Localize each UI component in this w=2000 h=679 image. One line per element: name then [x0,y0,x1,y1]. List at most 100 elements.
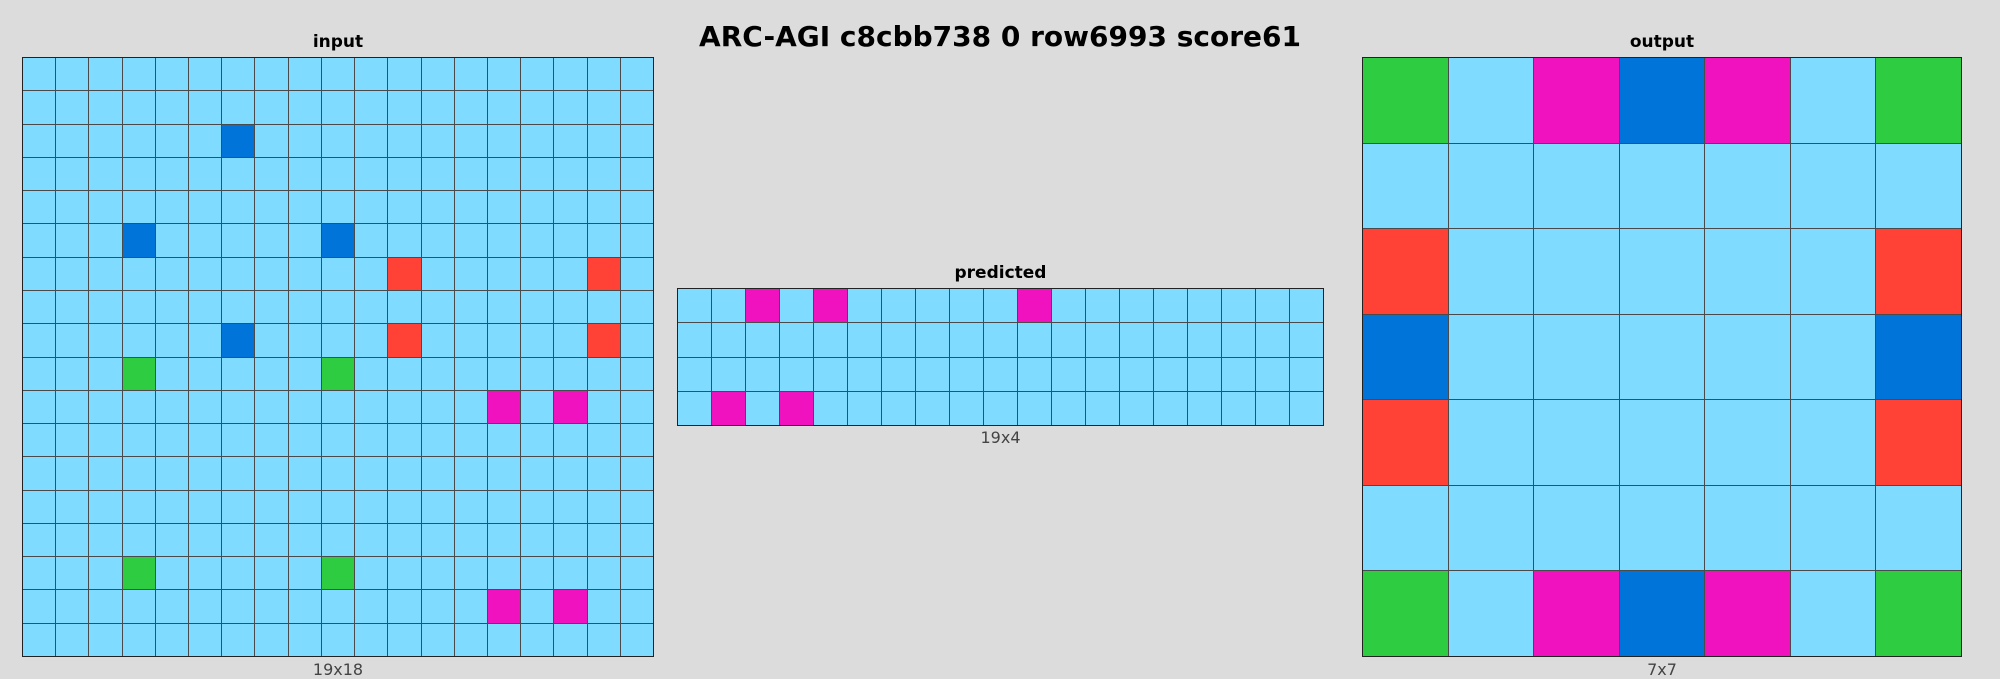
input-cell [89,557,122,590]
input-cell [620,224,653,257]
input-cell [222,424,255,457]
input-cell [56,91,89,124]
predicted-cell [814,323,847,357]
input-cell [554,523,587,557]
predicted-cell [984,289,1017,323]
input-cell [421,257,454,290]
output-cell [1876,485,1961,571]
output-cell [1448,400,1534,485]
input-cell [355,390,388,424]
input-cell [321,91,355,124]
input-cell [189,457,222,490]
input-cell [155,324,189,357]
predicted-cell [950,357,983,391]
input-cell [421,557,454,590]
input-cell [89,424,122,457]
input-cell [122,557,155,590]
output-cell [1534,58,1619,143]
predicted-cell [1086,289,1119,323]
output-cell [1534,229,1619,314]
input-cell [321,124,355,157]
input-cell [122,58,155,91]
input-cell [554,257,587,290]
input-cell [155,357,189,390]
predicted-cell [678,323,711,357]
output-cell [1619,571,1705,656]
predicted-cell [916,391,949,425]
input-cell [89,390,122,424]
input-cell [554,91,587,124]
input-cell [89,324,122,357]
predicted-cell [712,289,745,323]
predicted-cell [984,323,1017,357]
input-cell [554,324,587,357]
input-cell [189,91,222,124]
output-cell [1448,58,1534,143]
input-cell [454,91,487,124]
input-cell [521,490,554,523]
predicted-cell [678,391,711,425]
predicted-cell [1052,357,1085,391]
predicted-cell [1290,323,1323,357]
input-cell [56,523,89,557]
input-cell [288,191,321,224]
input-cell [89,623,122,656]
output-cell [1705,229,1790,314]
input-cell [222,457,255,490]
output-cell [1790,571,1876,656]
input-cell [222,357,255,390]
input-cell [388,590,421,623]
input-cell [23,490,56,523]
input-cell [521,290,554,324]
output-grid [1362,57,1962,657]
input-cell [23,557,56,590]
predicted-cell [712,391,745,425]
input-cell [255,224,288,257]
output-cell [1790,400,1876,485]
predicted-cell [1120,289,1153,323]
input-cell [388,357,421,390]
input-cell [222,224,255,257]
output-cell [1363,485,1448,571]
input-cell [122,390,155,424]
input-cell [421,590,454,623]
input-cell [321,357,355,390]
input-cell [155,91,189,124]
input-cell [554,557,587,590]
predicted-cell [1290,289,1323,323]
predicted-cell [848,323,881,357]
input-cell [587,557,620,590]
input-cell [421,523,454,557]
output-cell [1790,229,1876,314]
input-cell [521,623,554,656]
predicted-cell [1256,357,1289,391]
input-cell [255,324,288,357]
predicted-cell [1018,323,1051,357]
predicted-cell [950,323,983,357]
input-cell [421,490,454,523]
input-cell [521,523,554,557]
input-cell [56,490,89,523]
input-cell [554,290,587,324]
input-cell [288,623,321,656]
input-cell [620,457,653,490]
input-cell [23,390,56,424]
input-cell [255,257,288,290]
input-panel-title: input [312,32,364,52]
input-cell [321,390,355,424]
input-cell [23,91,56,124]
predicted-cell [882,323,915,357]
input-cell [155,590,189,623]
input-cell [421,324,454,357]
input-cell [23,324,56,357]
input-cell [521,191,554,224]
input-cell [321,590,355,623]
input-cell [620,357,653,390]
input-cell [554,224,587,257]
output-cell [1448,143,1534,229]
output-cell [1619,58,1705,143]
output-cell [1876,400,1961,485]
input-cell [288,224,321,257]
input-cell [23,523,56,557]
input-cell [454,357,487,390]
